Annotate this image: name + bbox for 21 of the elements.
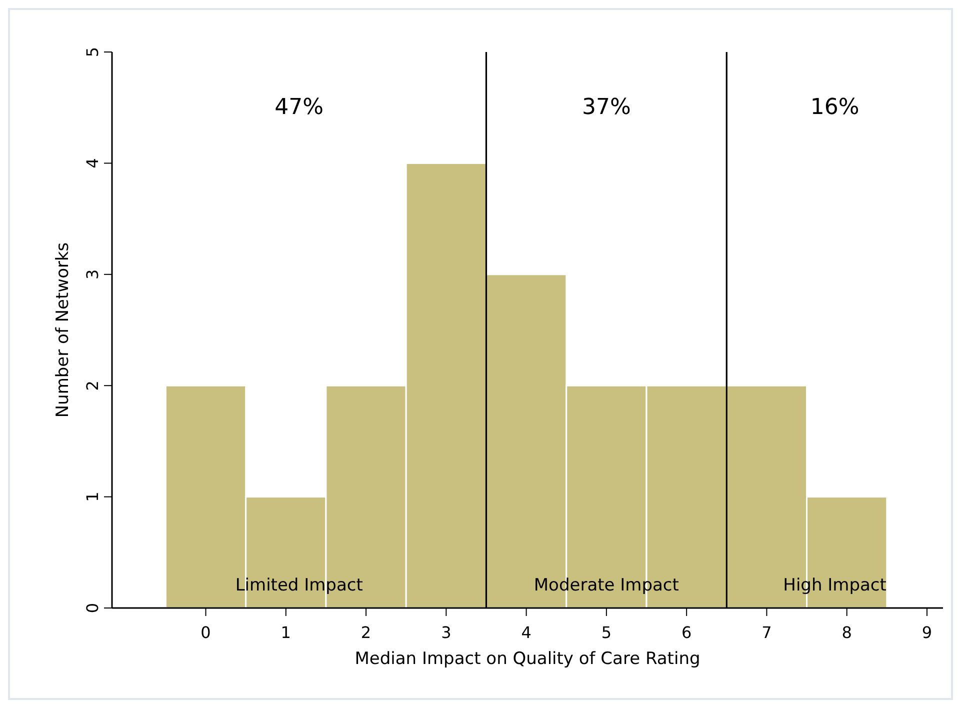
y-tick-label: 3 xyxy=(83,269,102,280)
x-tick-label: 5 xyxy=(601,623,612,642)
x-tick-label: 6 xyxy=(681,623,692,642)
x-tick-label: 7 xyxy=(762,623,772,642)
annotation: 47% xyxy=(274,95,324,120)
y-tick-label: 4 xyxy=(83,158,102,168)
x-tick-label: 3 xyxy=(441,623,452,642)
x-axis-title: Median Impact on Quality of Care Rating xyxy=(354,649,700,669)
x-tick-label: 4 xyxy=(521,623,532,642)
x-tick-label: 1 xyxy=(280,623,291,642)
y-tick-label: 0 xyxy=(83,602,102,614)
x-tick-label: 2 xyxy=(360,623,372,642)
x-tick-label: 0 xyxy=(200,623,211,642)
annotation: 16% xyxy=(810,95,860,120)
annotation: 37% xyxy=(582,95,631,120)
x-tick-label: 9 xyxy=(922,623,932,642)
y-tick-label: 5 xyxy=(83,46,102,58)
y-axis-title: Number of Networks xyxy=(53,242,73,418)
x-tick-label: 8 xyxy=(842,623,852,642)
y-tick-label: 1 xyxy=(83,492,102,502)
y-tick-label: 2 xyxy=(83,380,102,391)
